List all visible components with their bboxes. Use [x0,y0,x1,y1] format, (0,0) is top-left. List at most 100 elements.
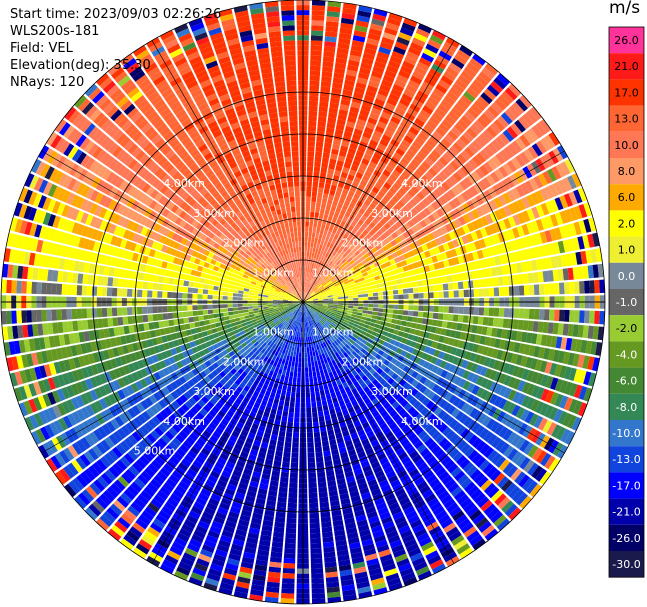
velocity-gate [540,258,548,270]
velocity-gate [349,338,355,345]
velocity-gate [455,348,463,357]
velocity-gate [491,327,498,338]
velocity-gate [336,186,343,193]
velocity-gate [466,233,474,243]
velocity-gate [382,32,397,41]
velocity-gate [471,155,483,167]
velocity-gate [418,394,427,403]
velocity-gate [386,470,396,479]
velocity-gate [480,499,493,512]
velocity-gate [481,524,495,537]
velocity-gate [279,379,284,386]
velocity-gate [339,327,345,333]
velocity-gate [355,446,365,454]
velocity-gate [426,339,434,347]
velocity-gate [365,341,372,348]
velocity-gate [481,415,492,427]
velocity-gate [353,176,362,184]
velocity-gate [386,497,398,507]
velocity-gate [327,332,333,338]
velocity-gate [391,400,400,409]
velocity-gate [316,328,320,334]
velocity-gate [333,233,339,240]
velocity-gate [373,390,382,398]
velocity-gate [374,470,385,479]
velocity-gate [410,322,417,329]
velocity-gate [374,323,381,329]
velocity-gate [491,139,503,152]
velocity-gate [573,205,583,220]
velocity-gate [406,385,415,394]
velocity-gate [306,181,312,187]
velocity-gate [273,526,285,533]
velocity-gate [478,238,487,249]
velocity-gate [501,265,508,275]
velocity-gate [448,419,459,429]
velocity-gate [335,368,342,375]
velocity-gate [329,285,335,289]
velocity-gate [322,306,328,310]
velocity-gate [451,408,461,418]
velocity-gate [457,281,464,290]
velocity-gate [563,397,574,411]
velocity-gate [402,214,411,222]
velocity-gate [383,326,390,332]
velocity-gate [306,277,309,283]
velocity-gate [507,389,517,401]
velocity-gate [353,276,359,281]
velocity-gate [308,283,312,289]
velocity-gate [473,307,480,316]
velocity-gate [361,222,369,230]
velocity-gate [422,286,429,293]
velocity-gate [442,426,452,437]
velocity-gate [523,148,535,162]
velocity-gate [312,305,317,309]
velocity-gate [351,273,358,278]
velocity-gate [328,260,334,266]
velocity-gate [387,435,397,444]
velocity-gate [325,178,332,185]
velocity-gate [370,386,378,394]
velocity-gate [318,260,323,266]
velocity-gate [335,390,342,397]
velocity-gate [320,337,325,343]
velocity-gate [587,325,594,339]
velocity-gate [457,518,471,530]
velocity-gate [312,247,316,254]
velocity-gate [452,141,464,153]
velocity-gate [368,354,375,361]
velocity-gate [548,407,559,421]
velocity-gate [326,259,332,265]
velocity-gate [485,213,494,225]
velocity-gate [312,303,318,305]
velocity-gate [513,251,521,262]
velocity-gate [304,251,307,257]
velocity-gate [308,310,313,315]
velocity-gate [400,438,410,447]
velocity-gate [432,505,445,517]
velocity-gate [323,229,328,236]
velocity-gate [322,256,327,263]
velocity-gate [304,236,308,242]
velocity-gate [327,117,337,124]
velocity-gate [309,376,314,383]
velocity-gate [438,261,445,269]
velocity-gate [496,349,504,360]
velocity-gate [597,326,604,341]
velocity-gate [332,306,338,309]
velocity-gate [314,386,320,392]
velocity-gate [342,7,356,15]
velocity-gate [452,197,462,207]
velocity-gate [322,341,327,348]
velocity-gate [414,391,423,400]
velocity-gate [444,478,456,490]
velocity-gate [322,307,328,311]
velocity-gate [539,403,550,416]
velocity-gate [405,510,418,520]
velocity-gate [348,303,354,306]
velocity-gate [410,207,419,216]
velocity-gate [404,55,417,66]
velocity-gate [543,309,550,321]
velocity-gate [347,190,355,198]
velocity-gate [507,275,514,285]
